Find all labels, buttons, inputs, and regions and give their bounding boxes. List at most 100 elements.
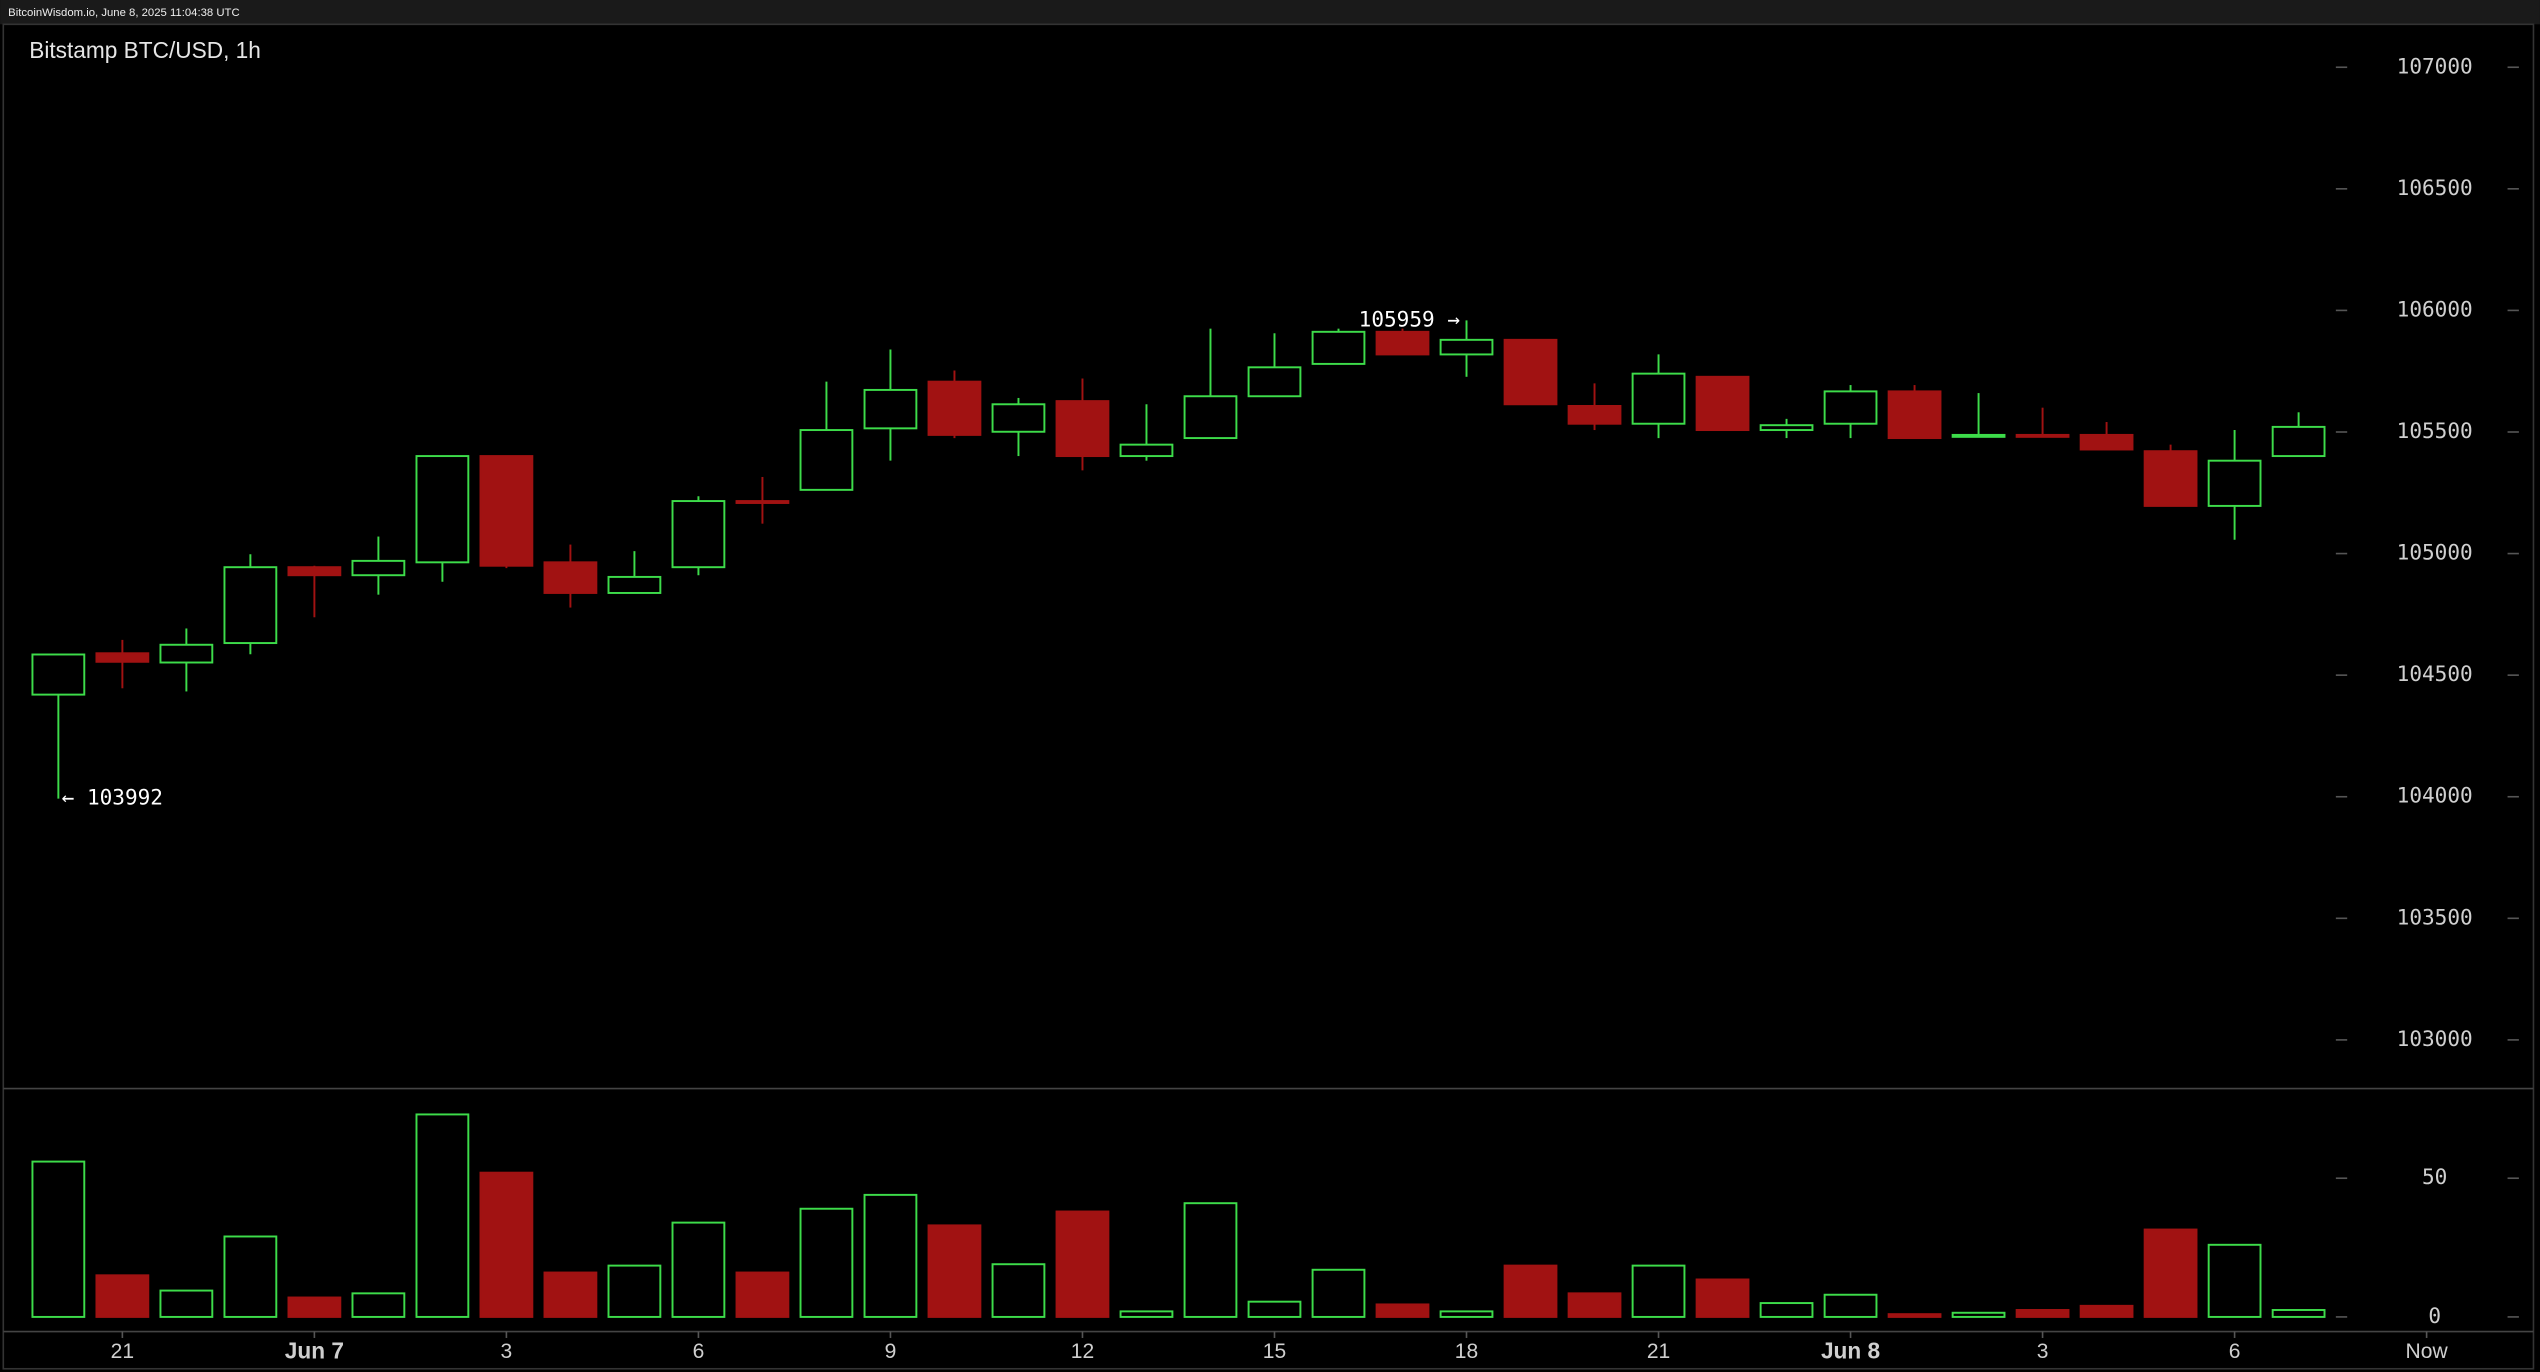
x-tick-label: 6 xyxy=(2229,1340,2241,1363)
volume-bar xyxy=(991,1263,1046,1318)
candle-body xyxy=(223,566,278,645)
chart-title: Bitstamp BTC/USD, 1h xyxy=(29,37,261,63)
volume-bar xyxy=(1887,1313,1942,1318)
y-tick-label: 103500 xyxy=(2397,904,2473,929)
volume-bar xyxy=(1631,1264,1686,1318)
y-tick-label: 105500 xyxy=(2397,418,2473,443)
volume-bar xyxy=(287,1296,342,1318)
volume-bar xyxy=(1823,1293,1878,1318)
volume-bar xyxy=(479,1171,534,1318)
y-tick-label: 104000 xyxy=(2397,783,2473,808)
candle-body xyxy=(1823,390,1878,425)
candle-body xyxy=(1567,405,1622,425)
x-tick-label: Now xyxy=(2406,1340,2449,1363)
candle-body xyxy=(1887,390,1942,440)
candle-body xyxy=(1759,424,1814,432)
volume-bar xyxy=(2143,1228,2198,1318)
volume-bar xyxy=(543,1271,598,1318)
candle-body xyxy=(1119,443,1174,458)
candle-body xyxy=(671,500,726,569)
volume-bar xyxy=(223,1235,278,1318)
volume-bar xyxy=(31,1160,86,1318)
volume-bar xyxy=(159,1289,214,1318)
volume-bar xyxy=(1567,1292,1622,1318)
candle-body xyxy=(1631,372,1686,425)
candle-body xyxy=(607,575,662,594)
x-tick-label: 3 xyxy=(2037,1340,2049,1363)
volume-bar xyxy=(1247,1300,1302,1318)
volume-bar xyxy=(1951,1311,2006,1318)
candle-body xyxy=(479,455,534,567)
candle-body xyxy=(2015,433,2070,438)
x-tick-label: 12 xyxy=(1071,1340,1094,1363)
x-tick-label: 3 xyxy=(501,1340,513,1363)
y-tick-label: 103000 xyxy=(2397,1026,2473,1051)
candle-body xyxy=(31,653,86,696)
y-tick-label: 106000 xyxy=(2397,296,2473,321)
candle-body xyxy=(1055,400,1110,458)
y-tick-label: 106500 xyxy=(2397,175,2473,200)
volume-bar xyxy=(415,1113,470,1318)
candle-body xyxy=(159,643,214,664)
y-tick-label: 105000 xyxy=(2397,540,2473,565)
candle-body xyxy=(2207,459,2262,507)
volume-bar xyxy=(351,1292,406,1318)
candle-body xyxy=(1375,330,1430,356)
candle-body xyxy=(1695,375,1750,432)
candle-body xyxy=(95,652,150,663)
volume-bar xyxy=(1695,1278,1750,1318)
volume-tick-label: 50 xyxy=(2422,1164,2447,1189)
candle-body xyxy=(543,561,598,594)
volume-bar xyxy=(1375,1303,1430,1318)
candle-body xyxy=(1247,366,1302,398)
volume-bar xyxy=(2015,1309,2070,1318)
volume-bar xyxy=(1439,1310,1494,1318)
x-tick-label: 15 xyxy=(1263,1340,1286,1363)
volume-tick-label: 0 xyxy=(2428,1303,2441,1328)
x-tick-label: Jun 8 xyxy=(1821,1338,1880,1364)
volume-bar xyxy=(1503,1264,1558,1318)
volume-bar xyxy=(863,1193,918,1318)
candle-body xyxy=(1951,433,2006,438)
candle-body xyxy=(2271,425,2326,458)
low-annotation: ← 103992 xyxy=(62,785,163,810)
volume-bar xyxy=(1055,1210,1110,1318)
volume-bar xyxy=(2207,1243,2262,1318)
volume-bar xyxy=(2271,1309,2326,1318)
y-tick-label: 104500 xyxy=(2397,661,2473,686)
x-tick-label: Jun 7 xyxy=(285,1338,344,1364)
volume-bar xyxy=(1311,1268,1366,1318)
header: BitcoinWisdom.io, June 8, 2025 11:04:38 … xyxy=(8,7,240,19)
top-bar xyxy=(0,0,2540,25)
volume-bar xyxy=(1183,1202,1238,1318)
candle-body xyxy=(351,559,406,577)
x-tick-label: 21 xyxy=(111,1340,134,1363)
volume-bar xyxy=(927,1224,982,1318)
x-tick-label: 6 xyxy=(693,1340,705,1363)
candle-body xyxy=(1183,395,1238,440)
candle-body xyxy=(799,429,854,491)
candle-body xyxy=(991,403,1046,433)
volume-bar xyxy=(1759,1302,1814,1318)
x-tick-label: 18 xyxy=(1455,1340,1478,1363)
candle-body xyxy=(287,566,342,577)
candle-body xyxy=(863,388,918,430)
frame xyxy=(2,23,2535,1370)
volume-bar xyxy=(1119,1310,1174,1318)
candle-body xyxy=(1311,330,1366,365)
volume-bar xyxy=(607,1264,662,1318)
high-annotation: 105959 → xyxy=(1359,306,1460,331)
candle-body xyxy=(415,455,470,564)
volume-bar xyxy=(735,1271,790,1318)
volume-bar xyxy=(95,1274,150,1318)
x-tick-label: 9 xyxy=(885,1340,897,1363)
y-tick-label: 107000 xyxy=(2397,53,2473,78)
volume-bar xyxy=(671,1221,726,1318)
candle-body xyxy=(735,500,790,504)
candle-body xyxy=(927,380,982,436)
volume-bar xyxy=(2079,1304,2134,1318)
candle-body xyxy=(2143,450,2198,507)
x-tick-label: 21 xyxy=(1647,1340,1670,1363)
